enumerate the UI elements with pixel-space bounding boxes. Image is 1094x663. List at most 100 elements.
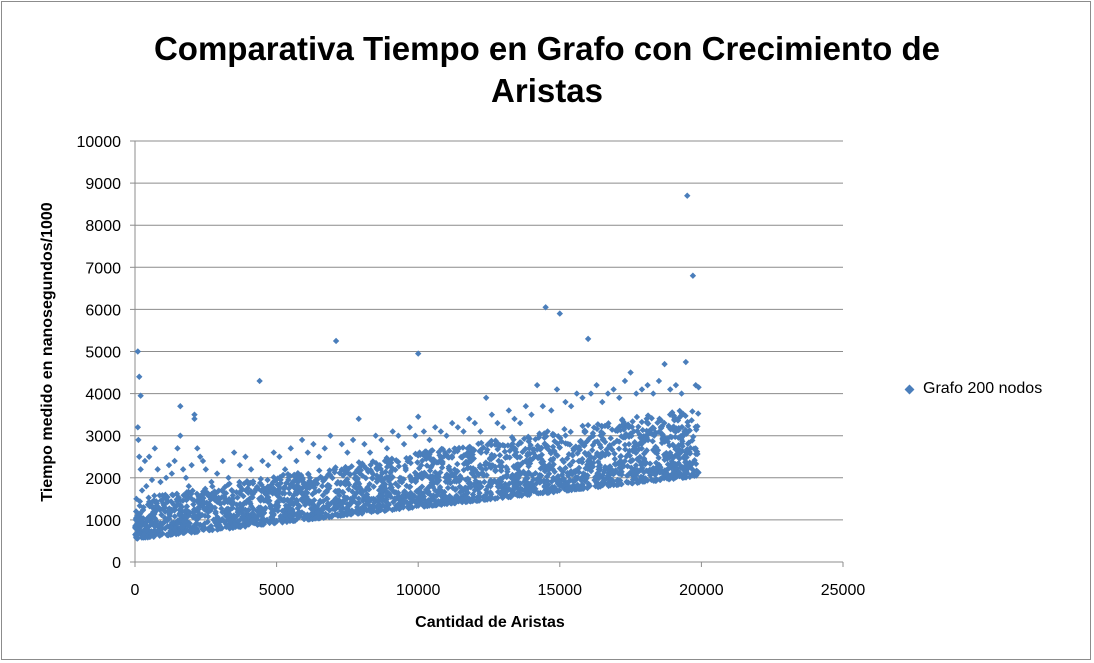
data-point bbox=[229, 492, 237, 499]
data-point bbox=[219, 457, 226, 465]
data-point bbox=[570, 447, 577, 454]
data-point bbox=[309, 490, 316, 498]
data-point bbox=[182, 474, 190, 481]
data-point bbox=[186, 509, 193, 516]
data-point bbox=[193, 516, 200, 524]
data-point bbox=[488, 441, 495, 449]
data-point bbox=[264, 498, 272, 506]
data-point bbox=[636, 431, 643, 438]
data-point bbox=[180, 523, 187, 531]
data-point bbox=[323, 483, 331, 490]
data-point bbox=[661, 456, 668, 463]
data-point bbox=[510, 474, 518, 482]
tick-labels: 0 1000 2000 3000 4000 5000 6000 7000 8000 9000 100… bbox=[77, 134, 866, 599]
data-point bbox=[632, 445, 640, 453]
data-point bbox=[633, 427, 641, 435]
data-point bbox=[279, 507, 286, 515]
data-point bbox=[535, 434, 542, 441]
data-point bbox=[332, 337, 340, 345]
data-point bbox=[598, 423, 606, 430]
data-point bbox=[679, 464, 687, 471]
data-point bbox=[370, 483, 377, 490]
data-point bbox=[684, 418, 691, 426]
data-point bbox=[534, 442, 541, 450]
data-point bbox=[382, 485, 389, 492]
data-point bbox=[354, 466, 361, 474]
data-point bbox=[433, 499, 441, 507]
data-point bbox=[342, 481, 349, 488]
data-point bbox=[230, 449, 238, 456]
legend-marker-icon bbox=[904, 384, 915, 394]
data-point bbox=[688, 417, 695, 424]
data-point bbox=[525, 438, 532, 445]
data-point bbox=[362, 474, 370, 482]
data-point bbox=[670, 454, 677, 461]
data-point bbox=[179, 466, 187, 473]
data-point bbox=[573, 390, 580, 397]
data-point bbox=[632, 462, 640, 469]
data-point bbox=[250, 517, 258, 524]
data-point bbox=[492, 466, 499, 474]
data-point bbox=[217, 500, 225, 507]
data-point bbox=[389, 428, 396, 435]
data-point bbox=[465, 476, 472, 483]
data-point bbox=[638, 445, 645, 452]
data-point bbox=[296, 477, 303, 484]
data-point bbox=[157, 478, 164, 486]
data-point bbox=[671, 443, 678, 450]
data-point bbox=[250, 506, 257, 513]
data-point bbox=[445, 465, 452, 472]
data-point bbox=[142, 520, 149, 528]
data-point bbox=[376, 461, 383, 469]
data-point bbox=[655, 428, 663, 436]
data-point bbox=[319, 482, 326, 490]
data-point bbox=[167, 523, 175, 531]
data-point bbox=[249, 494, 256, 501]
data-point bbox=[666, 411, 674, 418]
data-point bbox=[604, 390, 612, 397]
data-point bbox=[383, 492, 391, 499]
chart-title-line-2: Aristas bbox=[491, 72, 603, 109]
data-point bbox=[191, 506, 198, 513]
data-point bbox=[477, 428, 484, 435]
data-point bbox=[516, 461, 524, 468]
data-point bbox=[236, 461, 243, 469]
data-point bbox=[170, 501, 177, 508]
data-point bbox=[132, 516, 140, 524]
data-point bbox=[384, 505, 391, 513]
data-point bbox=[291, 471, 298, 479]
data-point bbox=[503, 473, 510, 481]
data-point bbox=[249, 490, 256, 497]
data-point bbox=[510, 478, 517, 485]
data-point bbox=[245, 519, 252, 527]
data-point bbox=[532, 469, 539, 477]
data-point bbox=[533, 381, 541, 389]
data-point bbox=[484, 441, 491, 448]
data-point bbox=[272, 502, 279, 509]
data-point bbox=[627, 430, 634, 437]
data-point bbox=[256, 377, 263, 385]
data-point bbox=[428, 463, 435, 470]
data-point bbox=[609, 446, 616, 453]
data-point bbox=[241, 480, 248, 487]
data-point bbox=[692, 460, 700, 468]
data-point bbox=[193, 490, 201, 497]
data-point bbox=[616, 464, 623, 472]
data-point bbox=[259, 487, 266, 494]
x-tick-label: 10000 bbox=[396, 582, 441, 599]
data-point bbox=[283, 504, 291, 511]
data-point bbox=[268, 514, 275, 521]
data-point bbox=[537, 465, 544, 472]
data-point bbox=[554, 452, 561, 459]
data-point bbox=[346, 470, 353, 478]
data-point bbox=[611, 455, 619, 463]
data-point bbox=[676, 450, 683, 457]
data-point bbox=[649, 438, 656, 445]
data-point bbox=[577, 438, 584, 445]
data-point bbox=[667, 426, 674, 433]
data-point bbox=[164, 531, 172, 539]
data-point bbox=[162, 474, 170, 481]
data-point bbox=[183, 493, 190, 501]
data-point bbox=[556, 465, 564, 472]
data-point bbox=[280, 496, 288, 503]
